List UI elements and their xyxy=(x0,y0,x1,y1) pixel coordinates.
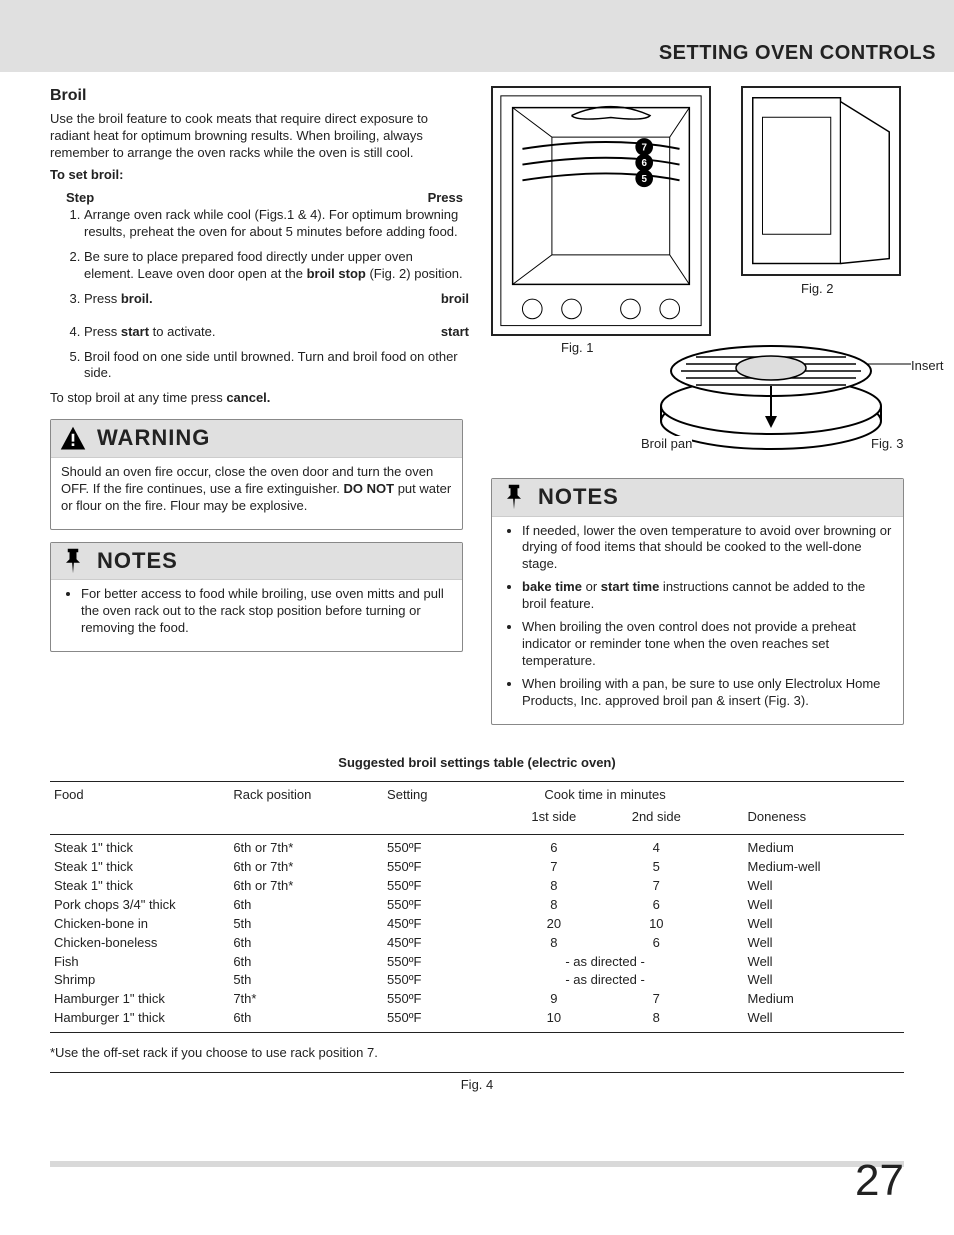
broil-steps: Arrange oven rack while cool (Figs.1 & 4… xyxy=(50,207,463,382)
notes-left-title: NOTES xyxy=(97,547,178,576)
th-cook: Cook time in minutes xyxy=(503,786,708,808)
right-column: 7 6 5 Fig. 1 xyxy=(491,86,904,735)
warning-callout: WARNING Should an oven fire occur, close… xyxy=(50,419,463,529)
broil-table: Food Rack position Setting Cook time in … xyxy=(50,777,904,1037)
nr2b: or xyxy=(582,579,601,594)
notes-right-title: NOTES xyxy=(538,483,619,512)
fig3-label: Fig. 3 xyxy=(871,436,904,453)
table-row: Chicken-boneless6th450ºF86Well xyxy=(50,934,904,953)
step-3-a: Press xyxy=(84,291,121,306)
warning-header: WARNING xyxy=(51,420,462,458)
notes-right-header: NOTES xyxy=(492,479,903,517)
notes-left-item-1: For better access to food while broiling… xyxy=(81,586,452,637)
table-row: Fish6th550ºF- as directed -Well xyxy=(50,953,904,972)
door-open-svg xyxy=(743,88,899,273)
th-setting: Setting xyxy=(383,786,503,808)
header-title: SETTING OVEN CONTROLS xyxy=(659,40,936,66)
notes-left-header: NOTES xyxy=(51,543,462,581)
step-2-c: (Fig. 2) position. xyxy=(366,266,463,281)
notes-left-callout: NOTES For better access to food while br… xyxy=(50,542,463,652)
table-row: Chicken-bone in5th450ºF2010Well xyxy=(50,915,904,934)
warning-title: WARNING xyxy=(97,424,210,453)
pin-icon xyxy=(59,547,87,575)
notes-right-callout: NOTES If needed, lower the oven temperat… xyxy=(491,478,904,725)
step-5-text: Broil food on one side until browned. Tu… xyxy=(84,349,458,381)
step-2-b: broil stop xyxy=(307,266,366,281)
svg-text:6: 6 xyxy=(641,158,647,169)
section-title: Broil xyxy=(50,86,463,107)
step-4-c: to activate. xyxy=(149,324,215,339)
press-start-label: start xyxy=(441,324,469,341)
step-3: Press broil. broil xyxy=(84,291,463,308)
figure-1: 7 6 5 xyxy=(491,86,711,336)
nr2a: bake time xyxy=(522,579,582,594)
fig2-label: Fig. 2 xyxy=(801,281,834,298)
table-row: Hamburger 1" thick6th550ºF108Well xyxy=(50,1009,904,1028)
intro-text: Use the broil feature to cook meats that… xyxy=(50,111,463,162)
page-number: 27 xyxy=(855,1152,904,1209)
th-side2: 2nd side xyxy=(605,808,707,830)
fig1-label: Fig. 1 xyxy=(561,340,594,357)
warning-b: DO NOT xyxy=(344,481,395,496)
table-row: Steak 1" thick6th or 7th*550ºF87Well xyxy=(50,877,904,896)
fig4-label: Fig. 4 xyxy=(50,1077,904,1094)
step-2: Be sure to place prepared food directly … xyxy=(84,249,463,283)
table-title: Suggested broil settings table (electric… xyxy=(50,755,904,772)
table-row: Shrimp5th550ºF- as directed -Well xyxy=(50,971,904,990)
svg-text:7: 7 xyxy=(641,142,647,153)
th-food: Food xyxy=(50,786,229,808)
steps-header: Step Press xyxy=(50,190,463,207)
table-row: Steak 1" thick6th or 7th*550ºF75Medium-w… xyxy=(50,858,904,877)
step-4-b: start xyxy=(121,324,149,339)
left-column: Broil Use the broil feature to cook meat… xyxy=(50,86,463,735)
th-side1: 1st side xyxy=(503,808,605,830)
stop-a: To stop broil at any time press xyxy=(50,390,226,405)
table-head-row-2: 1st side 2nd side Doneness xyxy=(50,808,904,830)
th-doneness: Doneness xyxy=(708,808,904,830)
step-4: Press start to activate. start xyxy=(84,324,463,341)
warning-icon xyxy=(59,425,87,453)
to-set-label: To set broil: xyxy=(50,167,463,184)
step-1: Arrange oven rack while cool (Figs.1 & 4… xyxy=(84,207,463,241)
nr2c: start time xyxy=(601,579,660,594)
step-5: Broil food on one side until browned. Tu… xyxy=(84,349,463,383)
notes-right-item-2: bake time or start time instructions can… xyxy=(522,579,893,613)
footer-bar xyxy=(50,1161,904,1167)
step-col-label: Step xyxy=(66,190,94,207)
table-head-row-1: Food Rack position Setting Cook time in … xyxy=(50,786,904,808)
warning-body: Should an oven fire occur, close the ove… xyxy=(51,458,462,515)
table-footnote: *Use the off-set rack if you choose to u… xyxy=(50,1045,904,1062)
notes-right-body: If needed, lower the oven temperature to… xyxy=(492,517,903,710)
notes-right-item-4: When broiling with a pan, be sure to use… xyxy=(522,676,893,710)
th-rack: Rack position xyxy=(229,786,383,808)
table-row: Hamburger 1" thick7th*550ºF97Medium xyxy=(50,990,904,1009)
step-1-text: Arrange oven rack while cool (Figs.1 & 4… xyxy=(84,207,458,239)
step-3-b: broil. xyxy=(121,291,153,306)
notes-right-item-3: When broiling the oven control does not … xyxy=(522,619,893,670)
step-4-a: Press xyxy=(84,324,121,339)
press-col-label: Press xyxy=(428,190,463,207)
stop-b: cancel. xyxy=(226,390,270,405)
figure-2 xyxy=(741,86,901,276)
pin-icon xyxy=(500,483,528,511)
insert-label: Insert xyxy=(911,358,944,375)
notes-right-item-1: If needed, lower the oven temperature to… xyxy=(522,523,893,574)
oven-interior-svg: 7 6 5 xyxy=(493,88,709,333)
svg-text:5: 5 xyxy=(641,174,647,185)
table-row: Pork chops 3/4" thick6th550ºF86Well xyxy=(50,896,904,915)
press-broil-label: broil xyxy=(441,291,469,308)
notes-left-body: For better access to food while broiling… xyxy=(51,580,462,637)
figures-area: 7 6 5 Fig. 1 xyxy=(491,86,904,466)
table-row: Steak 1" thick6th or 7th*550ºF64Medium xyxy=(50,839,904,858)
broilpan-label: Broil pan xyxy=(641,436,692,453)
page-header: SETTING OVEN CONTROLS xyxy=(0,0,954,72)
stop-text: To stop broil at any time press cancel. xyxy=(50,390,463,407)
